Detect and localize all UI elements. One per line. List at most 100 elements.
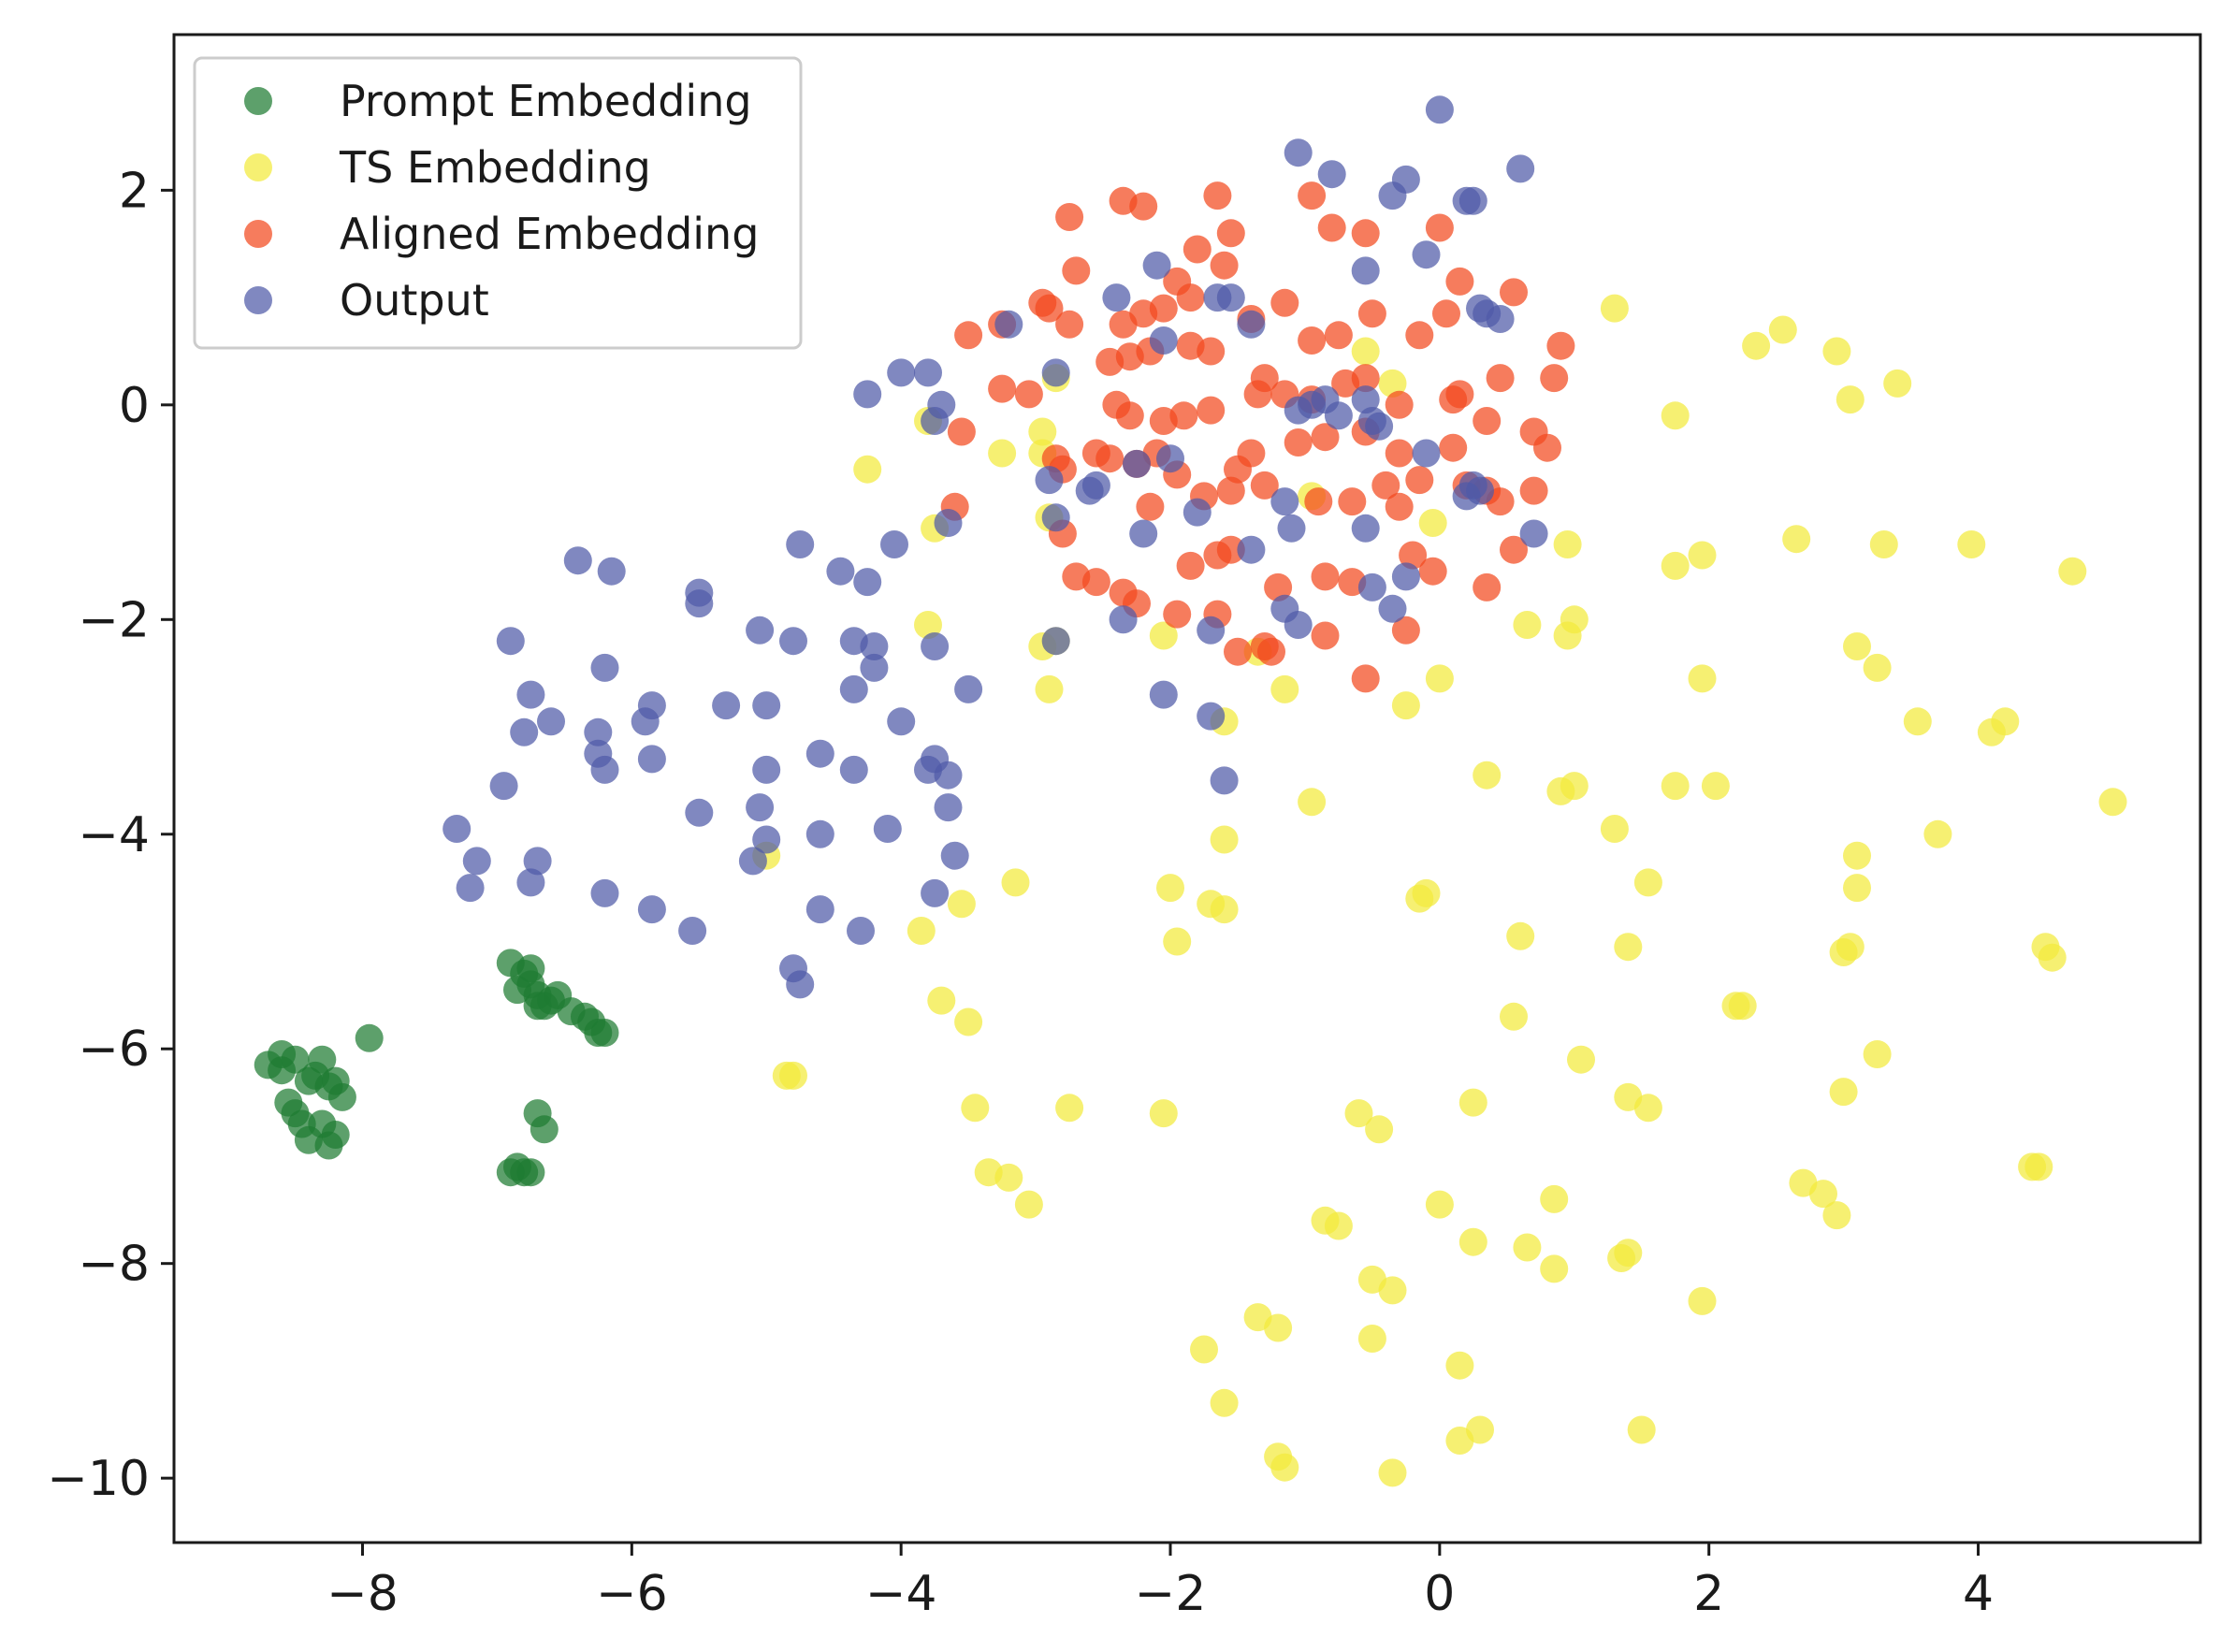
data-point (921, 407, 950, 435)
data-point (1062, 256, 1091, 285)
y-tick-label: 2 (119, 163, 150, 219)
data-point (1500, 535, 1528, 564)
data-point (805, 895, 834, 924)
data-point (786, 530, 815, 558)
data-point (1688, 1286, 1717, 1315)
data-point (1311, 621, 1340, 650)
data-point (1473, 761, 1502, 790)
data-point (1633, 868, 1662, 897)
data-point (954, 674, 983, 703)
data-point (1035, 466, 1064, 495)
data-point (523, 847, 552, 876)
legend-label: TS Embedding (339, 142, 651, 193)
data-point (1458, 1088, 1487, 1117)
data-point (516, 1158, 545, 1187)
data-point (631, 707, 660, 736)
data-point (1041, 627, 1070, 656)
data-point (1391, 562, 1420, 591)
data-point (1385, 390, 1414, 419)
legend-marker (244, 220, 272, 248)
data-point (1991, 707, 2020, 736)
data-point (839, 755, 868, 784)
data-point (752, 755, 781, 784)
data-point (1035, 674, 1064, 703)
data-point (1149, 680, 1178, 709)
data-point (1324, 401, 1353, 430)
data-point (954, 1007, 983, 1036)
data-point (1270, 288, 1299, 317)
data-point (1399, 541, 1428, 570)
data-point (516, 868, 545, 897)
data-point (746, 616, 775, 645)
series-ts-embedding (752, 294, 2127, 1487)
data-point (1317, 213, 1346, 242)
data-point (1688, 541, 1717, 570)
data-point (1129, 519, 1158, 548)
data-point (961, 1094, 990, 1123)
y-tick-label: −2 (78, 592, 150, 648)
data-point (496, 627, 525, 656)
data-point (1109, 605, 1138, 634)
data-point (1014, 1190, 1043, 1219)
data-point (1351, 664, 1380, 693)
data-point (907, 917, 936, 945)
data-point (1600, 815, 1629, 843)
data-point (314, 1131, 343, 1160)
data-point (1782, 525, 1811, 554)
data-point (1863, 653, 1892, 682)
data-point (1224, 637, 1252, 666)
data-point (1284, 138, 1313, 167)
data-point (1843, 841, 1871, 870)
data-point (772, 1061, 801, 1090)
data-point (1365, 412, 1394, 441)
data-point (847, 917, 875, 945)
data-point (1035, 294, 1064, 323)
data-point (1264, 572, 1293, 601)
data-point (1270, 674, 1299, 703)
x-tick-label: 0 (1424, 1566, 1455, 1622)
data-point (887, 358, 916, 387)
data-point (1506, 921, 1535, 950)
data-point (860, 632, 889, 660)
data-point (1614, 933, 1643, 962)
data-point (1567, 1045, 1595, 1074)
data-point (523, 992, 552, 1021)
legend-label: Prompt Embedding (340, 76, 752, 126)
data-point (1661, 551, 1690, 580)
data-point (1197, 616, 1226, 645)
data-point (268, 1040, 297, 1068)
data-point (637, 895, 666, 924)
data-point (860, 653, 889, 682)
data-point (1351, 337, 1380, 366)
data-point (1055, 1094, 1084, 1123)
data-point (1822, 337, 1851, 366)
data-point (1298, 788, 1327, 817)
data-point (1405, 884, 1434, 913)
data-point (826, 557, 855, 586)
data-point (1473, 407, 1502, 435)
data-point (1264, 1313, 1293, 1342)
data-point (2058, 557, 2087, 586)
data-point (1129, 192, 1158, 221)
data-point (1095, 444, 1125, 473)
data-point (1115, 401, 1144, 430)
data-point (1452, 482, 1481, 511)
data-point (1270, 1453, 1299, 1482)
data-point (1284, 428, 1313, 456)
x-tick-label: −8 (326, 1566, 399, 1622)
data-point (1304, 487, 1333, 516)
data-point (1600, 294, 1629, 323)
data-point (1142, 251, 1171, 280)
data-point (947, 417, 976, 446)
data-point (1661, 772, 1690, 801)
legend-label: Aligned Embedding (340, 209, 759, 259)
data-point (1149, 621, 1178, 650)
data-point (1418, 509, 1447, 537)
data-point (1197, 396, 1226, 425)
data-point (685, 589, 714, 618)
data-point (1742, 331, 1771, 360)
data-point (443, 815, 472, 843)
data-point (752, 691, 781, 720)
data-point (1351, 364, 1380, 393)
